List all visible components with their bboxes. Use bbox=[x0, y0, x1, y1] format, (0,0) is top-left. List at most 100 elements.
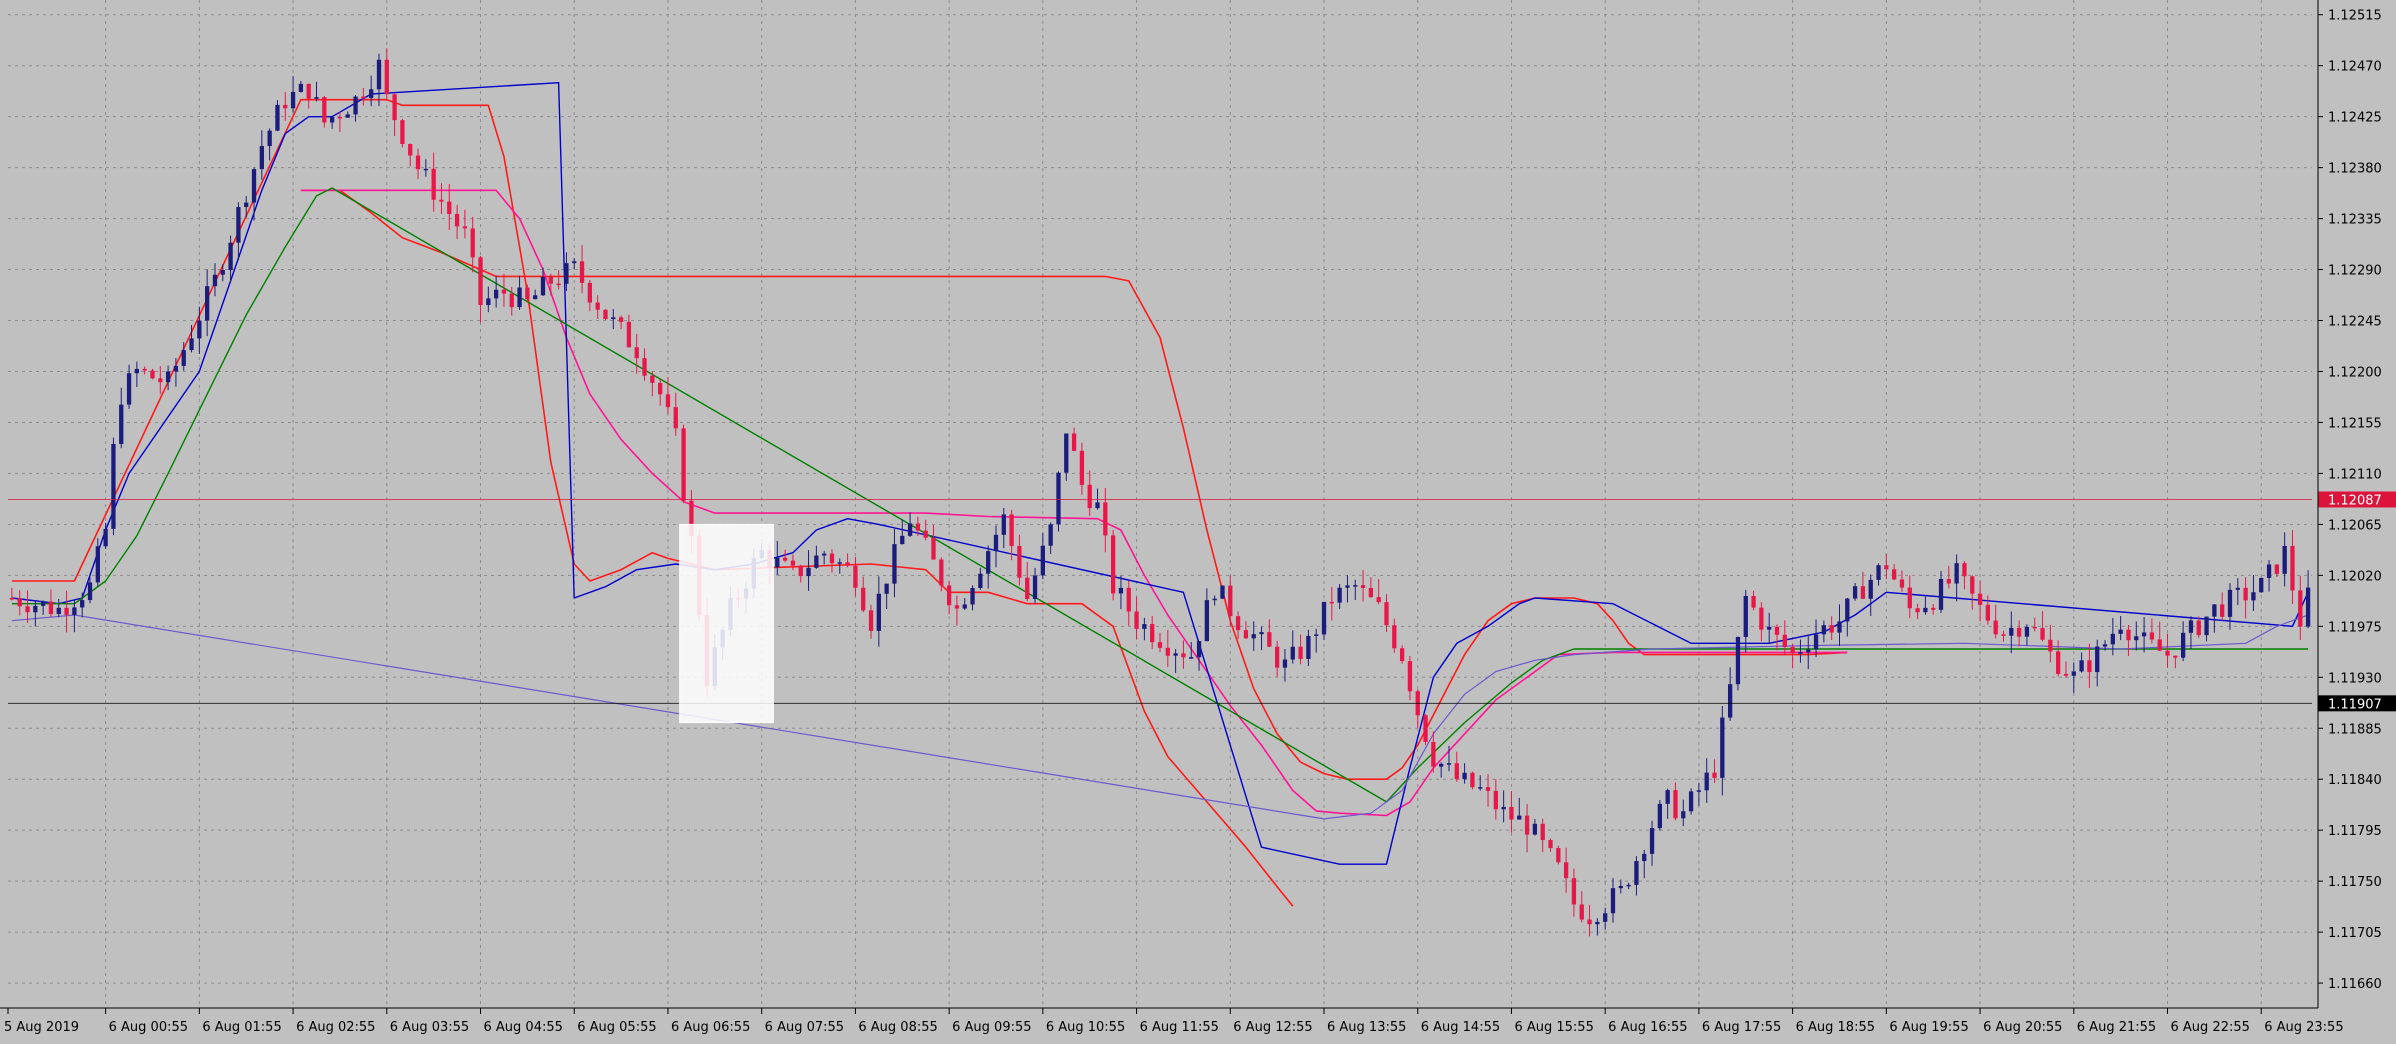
candle-body bbox=[2118, 629, 2123, 634]
y-tick-label: 1.11840 bbox=[2328, 773, 2382, 788]
y-tick-label: 1.12380 bbox=[2328, 162, 2382, 177]
x-tick-label: 6 Aug 07:55 bbox=[765, 1020, 844, 1035]
candle-body bbox=[306, 83, 311, 99]
candle-body bbox=[2009, 627, 2014, 636]
candle-body bbox=[1126, 587, 1131, 612]
candle-body bbox=[1954, 563, 1959, 584]
candle-body bbox=[205, 286, 210, 321]
candle-body bbox=[1509, 806, 1514, 820]
candle-body bbox=[1462, 772, 1467, 780]
candle-body bbox=[17, 598, 22, 607]
candle-body bbox=[2220, 604, 2225, 617]
candle-body bbox=[212, 274, 218, 287]
candle-body bbox=[1985, 604, 1991, 621]
candle-body bbox=[1275, 646, 1280, 668]
candle-body bbox=[845, 562, 850, 566]
candle-body bbox=[1970, 576, 1975, 594]
candle-body bbox=[517, 287, 522, 308]
candle-body bbox=[1251, 634, 1256, 639]
candle-body bbox=[220, 270, 225, 275]
candle-body bbox=[493, 289, 499, 299]
candle-body bbox=[267, 130, 272, 147]
candle-body bbox=[1040, 545, 1045, 576]
y-tick-label: 1.12155 bbox=[2328, 416, 2382, 431]
candle-body bbox=[1704, 772, 1709, 791]
candle-body bbox=[853, 565, 858, 588]
candle-body bbox=[236, 207, 241, 243]
x-tick-label: 6 Aug 16:55 bbox=[1608, 1020, 1687, 1035]
candle-body bbox=[1571, 878, 1577, 905]
candle-body bbox=[650, 375, 655, 383]
y-tick-label: 1.12110 bbox=[2328, 467, 2382, 482]
candle-body bbox=[1032, 575, 1038, 599]
candle-body bbox=[1977, 593, 1983, 605]
candle-body bbox=[2157, 639, 2162, 651]
candle-body bbox=[1228, 585, 1233, 617]
candle-body bbox=[2016, 627, 2022, 637]
candle-body bbox=[525, 287, 530, 300]
candle-body bbox=[415, 155, 421, 170]
x-tick-label: 6 Aug 22:55 bbox=[2171, 1020, 2250, 1035]
x-tick-label: 6 Aug 21:55 bbox=[2077, 1020, 2156, 1035]
candle-body bbox=[1360, 585, 1366, 588]
candle-body bbox=[337, 116, 343, 119]
candle-body bbox=[2032, 626, 2037, 629]
candle-body bbox=[1001, 514, 1006, 535]
candle-body bbox=[681, 428, 686, 501]
y-tick-label: 1.12515 bbox=[2328, 9, 2382, 24]
candle-body bbox=[298, 83, 304, 92]
candle-body bbox=[1345, 585, 1350, 588]
candle-body bbox=[806, 567, 811, 577]
candle-body bbox=[556, 283, 561, 286]
candle-body bbox=[2141, 632, 2147, 637]
candle-body bbox=[1610, 888, 1616, 914]
candle-body bbox=[1626, 884, 1631, 887]
candle-body bbox=[189, 338, 194, 351]
candle-body bbox=[1798, 652, 1803, 654]
candle-body bbox=[1931, 607, 1936, 610]
candle-body bbox=[1181, 653, 1186, 658]
candle-body bbox=[259, 146, 264, 170]
candle-body bbox=[392, 94, 397, 121]
indicator-line-4 bbox=[11, 82, 2309, 865]
candle-body bbox=[33, 605, 38, 613]
candle-body bbox=[345, 114, 350, 118]
candle-body bbox=[1665, 790, 1670, 804]
candle-body bbox=[119, 404, 124, 444]
candle-body bbox=[642, 358, 647, 376]
candle-body bbox=[579, 261, 585, 283]
candle-body bbox=[2266, 564, 2272, 578]
y-tick-label: 1.11885 bbox=[2328, 722, 2382, 737]
candle-body bbox=[986, 551, 991, 574]
candle-body bbox=[822, 553, 827, 556]
candle-body bbox=[618, 317, 624, 322]
candle-body bbox=[1532, 823, 1538, 835]
candle-body bbox=[1150, 624, 1155, 643]
y-tick-label: 1.11975 bbox=[2328, 620, 2382, 635]
candle-body bbox=[1603, 913, 1608, 922]
candle-body bbox=[1306, 635, 1311, 659]
candle-body bbox=[1407, 661, 1413, 692]
candle-body bbox=[1782, 634, 1787, 647]
candle-body bbox=[40, 601, 46, 606]
candle-body bbox=[48, 601, 54, 615]
selection-rectangle bbox=[679, 523, 774, 724]
candle-body bbox=[2102, 644, 2108, 647]
candle-body bbox=[2188, 620, 2194, 633]
candle-body bbox=[1087, 484, 1092, 509]
candle-body bbox=[1392, 625, 1397, 649]
candle-body bbox=[80, 600, 85, 608]
x-tick-label: 6 Aug 14:55 bbox=[1421, 1020, 1500, 1035]
candle-body bbox=[962, 604, 967, 609]
candle-body bbox=[329, 116, 335, 123]
candle-body bbox=[1212, 598, 1217, 601]
candle-body bbox=[2071, 671, 2076, 676]
candle-body bbox=[798, 565, 803, 577]
candle-body bbox=[2227, 589, 2233, 617]
x-tick-label: 6 Aug 13:55 bbox=[1327, 1020, 1406, 1035]
candle-body bbox=[907, 523, 913, 536]
candle-body bbox=[634, 347, 639, 359]
candle-body bbox=[1618, 885, 1623, 889]
